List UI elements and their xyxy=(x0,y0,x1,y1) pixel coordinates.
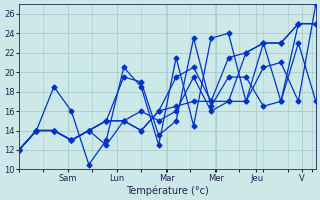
X-axis label: Température (°c): Température (°c) xyxy=(126,185,209,196)
